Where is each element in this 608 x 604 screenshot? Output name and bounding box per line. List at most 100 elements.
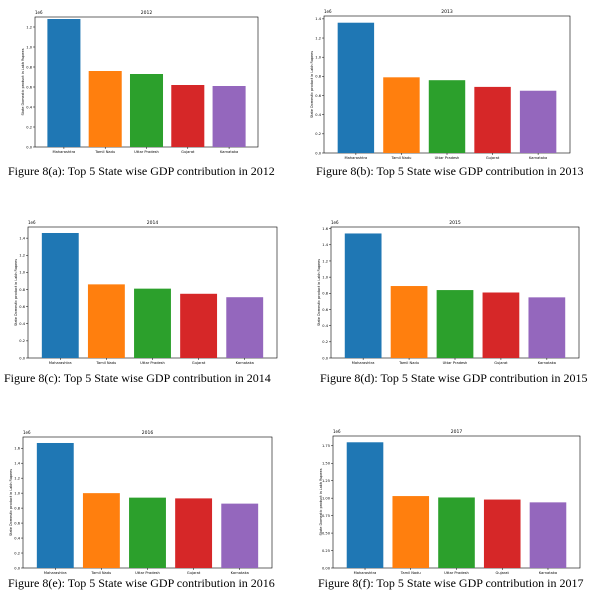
y-tick-label: 0.6 — [322, 308, 328, 312]
bar — [226, 297, 264, 358]
y-tick-label: 1.0 — [19, 271, 25, 275]
bar — [390, 286, 428, 358]
y-tick-label: 0.8 — [315, 75, 321, 79]
y-tick-label: 0.8 — [14, 506, 20, 510]
x-tick-label: Maharashtra — [53, 150, 76, 154]
bar — [175, 498, 213, 568]
figure-caption-2017: Figure 8(f): Top 5 State wise GDP contri… — [318, 576, 584, 590]
x-tick-label: Maharashtra — [345, 156, 368, 160]
y-tick-label: 0.4 — [315, 113, 321, 117]
y-tick-label: 0.8 — [26, 65, 32, 69]
x-tick-label: Uttar Pradesh — [134, 150, 159, 154]
x-tick-label: Tamil Nadu — [90, 571, 111, 575]
bar — [212, 86, 246, 147]
y-tick-label: 1.4 — [19, 236, 25, 240]
bar — [47, 19, 81, 147]
y-tick-label: 1.2 — [322, 259, 328, 263]
x-tick-label: Gujarat — [181, 150, 195, 154]
bar-chart-2015: 2015 1e6 State Domestic product in Lakh Ru… — [317, 220, 580, 365]
x-tick-label: Karnataka — [231, 571, 249, 575]
bar — [519, 90, 557, 153]
x-tick-label: Uttar Pradesh — [140, 361, 165, 365]
x-tick-label: Uttar Pradesh — [135, 571, 160, 575]
bar — [41, 232, 79, 358]
bar — [221, 503, 259, 568]
y-tick-label: 0.0 — [19, 356, 25, 360]
x-tick-label: Tamil Nadu — [400, 571, 421, 575]
y-tick-label: 1.25 — [322, 479, 330, 483]
y-tick-label: 0.2 — [315, 132, 321, 136]
bar — [392, 496, 430, 568]
y-tick-label: 0.8 — [322, 292, 328, 296]
axis-offset-label: 1e6 — [28, 220, 36, 225]
y-tick-label: 0.4 — [26, 105, 32, 109]
x-tick-label: Tamil Nadu — [94, 150, 115, 154]
bar — [528, 297, 566, 358]
y-tick-label: 0.0 — [322, 356, 328, 360]
y-tick-label: 1.4 — [14, 462, 20, 466]
figure-caption-2016: Figure 8(e): Top 5 State wise GDP contri… — [8, 576, 275, 590]
bar-chart-2012: 2012 1e6 State Domestic product in Lakh Ru… — [21, 10, 259, 154]
bar — [180, 293, 218, 358]
y-axis-label: State Domestic product in Lakh Rupees — [21, 48, 25, 115]
x-tick-label: Uttar Pradesh — [435, 156, 460, 160]
bar — [129, 74, 164, 147]
figure-caption-2015: Figure 8(d): Top 5 State wise GDP contri… — [320, 371, 588, 385]
chart-title: 2017 — [451, 429, 463, 435]
chart-title: 2016 — [142, 430, 154, 436]
bar — [428, 80, 466, 153]
y-axis-label: State Domestic product in Lakh Rupees — [319, 468, 323, 535]
bar — [129, 497, 166, 568]
x-tick-label: Uttar Pradesh — [444, 571, 469, 575]
x-tick-label: Karnataka — [220, 150, 238, 154]
y-tick-label: 0.6 — [26, 85, 32, 89]
y-tick-label: 1.6 — [322, 227, 328, 231]
bar — [436, 290, 474, 358]
y-tick-label: 1.2 — [26, 25, 32, 29]
x-tick-label: Tamil Nadu — [390, 156, 411, 160]
y-tick-label: 1.0 — [322, 275, 328, 279]
chart-title: 2015 — [449, 220, 461, 226]
bar — [483, 499, 521, 568]
axis-offset-label: 1e6 — [333, 429, 341, 434]
axis-offset-label: 1e6 — [35, 10, 43, 15]
bar — [482, 292, 520, 358]
y-tick-label: 0.2 — [322, 340, 328, 344]
y-tick-label: 1.4 — [322, 243, 328, 247]
axis-offset-label: 1e6 — [23, 430, 31, 435]
axis-offset-label: 1e6 — [324, 9, 332, 14]
x-tick-label: Karnataka — [529, 156, 547, 160]
bar — [171, 85, 205, 147]
y-tick-label: 1.2 — [315, 36, 321, 40]
y-tick-label: 0.4 — [19, 322, 25, 326]
x-tick-label: Tamil Nadu — [398, 361, 419, 365]
x-tick-label: Gujarat — [192, 361, 206, 365]
figure-caption-2014: Figure 8(c): Top 5 State wise GDP contri… — [4, 371, 271, 385]
x-tick-label: Maharashtra — [354, 571, 377, 575]
x-tick-label: Gujarat — [187, 571, 201, 575]
y-tick-label: 1.00 — [322, 496, 331, 500]
x-tick-label: Gujarat — [494, 361, 508, 365]
y-tick-label: 1.6 — [14, 447, 20, 451]
bar — [344, 233, 382, 358]
y-tick-label: 0.0 — [14, 566, 20, 570]
y-tick-label: 1.75 — [322, 444, 330, 448]
x-tick-label: Gujarat — [496, 571, 510, 575]
y-tick-label: 0.50 — [322, 531, 331, 535]
chart-title: 2014 — [147, 220, 159, 226]
y-tick-label: 1.4 — [315, 17, 321, 21]
y-axis-label: State Domestic product in Lakh Rupees — [317, 259, 321, 326]
y-tick-label: 0.2 — [14, 551, 20, 555]
y-tick-label: 0.6 — [14, 521, 20, 525]
chart-title: 2012 — [141, 10, 153, 16]
bar-chart-2014: 2014 1e6 State Domestic product in Lakh Ru… — [14, 220, 278, 365]
y-tick-label: 0.2 — [26, 125, 32, 129]
chart-title: 2013 — [441, 9, 453, 15]
y-tick-label: 0.8 — [19, 288, 25, 292]
bar — [438, 497, 475, 568]
x-tick-label: Uttar Pradesh — [443, 361, 468, 365]
bar — [529, 502, 567, 568]
x-tick-label: Karnataka — [538, 361, 556, 365]
y-tick-label: 0.2 — [19, 339, 25, 343]
figure-caption-2013: Figure 8(b): Top 5 State wise GDP contri… — [316, 164, 584, 178]
